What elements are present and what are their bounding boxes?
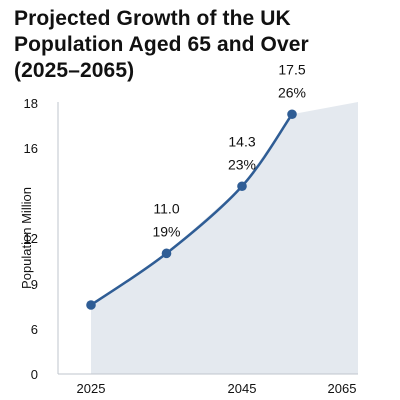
x-tick-label: 2025	[77, 381, 106, 396]
data-label-percent: 26%	[278, 84, 306, 100]
data-point	[287, 109, 297, 120]
data-label-percent: 19%	[152, 223, 180, 239]
y-tick-label: 18	[24, 96, 38, 111]
y-tick-label: 9	[31, 277, 38, 292]
data-label-percent: 23%	[228, 156, 256, 172]
chart-title: Projected Growth of the UK Population Ag…	[14, 6, 384, 84]
series-line	[89, 113, 294, 307]
data-label-value: 14.3	[228, 133, 255, 149]
data-point	[161, 248, 172, 259]
x-tick-label: 2065	[328, 381, 357, 396]
data-point	[86, 300, 96, 310]
data-point	[237, 181, 247, 192]
y-tick-label: 12	[24, 231, 38, 246]
data-label-value: 11.0	[153, 200, 179, 216]
area-fill	[91, 102, 358, 374]
chart-title-line-2: Population Aged 65 and Over	[14, 33, 309, 56]
x-tick-label: 2045	[228, 381, 257, 396]
chart-title-line-3: (2025–2065)	[14, 59, 135, 82]
y-axis-label: Population Million	[19, 187, 34, 289]
y-tick-label: 16	[24, 141, 38, 156]
y-tick-label: 0	[31, 367, 38, 382]
chart-title-line-1: Projected Growth of the UK	[14, 7, 291, 30]
y-tick-label: 6	[31, 322, 38, 337]
